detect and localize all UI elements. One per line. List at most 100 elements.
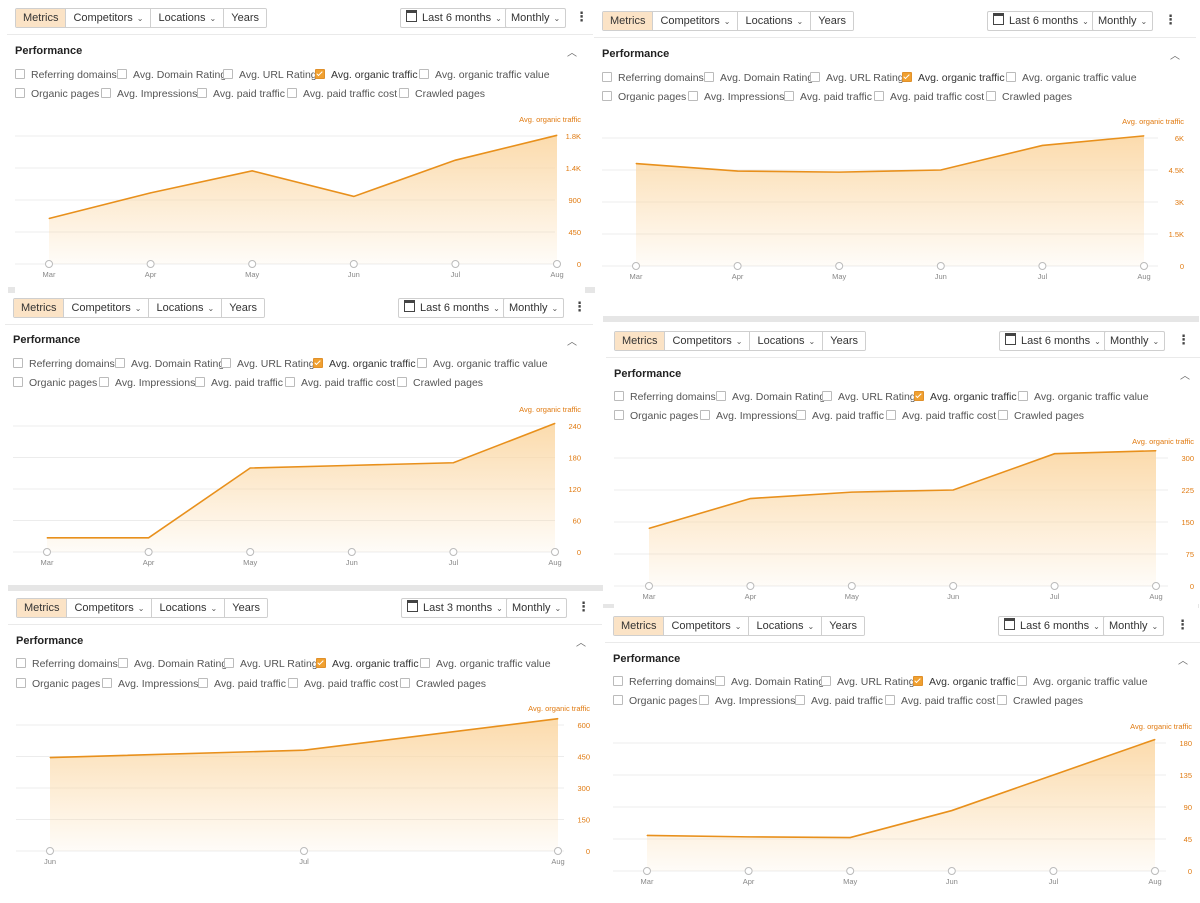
metric-checkbox[interactable]: Avg. paid traffic <box>195 377 283 389</box>
metric-checkbox[interactable]: Organic pages <box>602 91 686 103</box>
update-marker-icon[interactable] <box>551 548 559 556</box>
segment-years-button[interactable]: Years <box>823 332 865 350</box>
segment-competitors-button[interactable]: Competitors ⌄ <box>665 332 751 350</box>
metric-checkbox[interactable]: Avg. paid traffic <box>198 678 286 690</box>
metric-checkbox[interactable]: Referring domains <box>613 676 715 688</box>
metric-checkbox[interactable]: Crawled pages <box>998 410 1084 422</box>
metric-checkbox[interactable]: Avg. organic traffic <box>315 69 418 81</box>
metric-checkbox[interactable]: Avg. URL Rating <box>224 658 318 670</box>
update-marker-icon[interactable] <box>846 867 855 875</box>
metric-checkbox[interactable]: Avg. Domain Rating <box>115 358 224 370</box>
collapse-chevron-icon[interactable]: ︿ <box>576 638 586 649</box>
collapse-chevron-icon[interactable]: ︿ <box>1178 656 1188 667</box>
metric-checkbox[interactable]: Avg. organic traffic <box>902 72 1005 84</box>
date-range-dropdown[interactable]: Last 6 months ⌄ <box>998 616 1106 636</box>
metric-checkbox[interactable]: Referring domains <box>15 69 117 81</box>
metric-checkbox[interactable]: Avg. Impressions <box>101 88 197 100</box>
update-marker-icon[interactable] <box>645 582 653 590</box>
more-options-icon[interactable]: ⋮ <box>573 299 586 314</box>
update-marker-icon[interactable] <box>1152 582 1160 590</box>
metric-checkbox[interactable]: Avg. paid traffic <box>197 88 285 100</box>
collapse-chevron-icon[interactable]: ︿ <box>567 48 577 59</box>
metric-checkbox[interactable]: Crawled pages <box>399 88 485 100</box>
update-marker-icon[interactable] <box>949 582 958 590</box>
segment-locations-button[interactable]: Locations ⌄ <box>151 9 225 27</box>
update-marker-icon[interactable] <box>349 260 358 268</box>
more-options-icon[interactable]: ⋮ <box>1164 12 1177 27</box>
update-marker-icon[interactable] <box>1038 262 1047 270</box>
more-options-icon[interactable]: ⋮ <box>1177 332 1190 347</box>
collapse-chevron-icon[interactable]: ︿ <box>1170 51 1180 62</box>
granularity-dropdown[interactable]: Monthly ⌄ <box>1104 331 1166 351</box>
update-marker-icon[interactable] <box>936 262 945 270</box>
update-marker-icon[interactable] <box>835 262 844 270</box>
update-marker-icon[interactable] <box>146 260 155 268</box>
update-marker-icon[interactable] <box>248 260 257 268</box>
update-marker-icon[interactable] <box>451 260 460 268</box>
metric-checkbox[interactable]: Avg. organic traffic value <box>417 358 548 370</box>
update-marker-icon[interactable] <box>733 262 742 270</box>
metric-checkbox[interactable]: Avg. paid traffic cost <box>285 377 395 389</box>
metric-checkbox[interactable]: Avg. URL Rating <box>822 391 916 403</box>
date-range-dropdown[interactable]: Last 3 months ⌄ <box>401 598 509 618</box>
collapse-chevron-icon[interactable]: ︿ <box>1180 371 1190 382</box>
metric-checkbox[interactable]: Organic pages <box>16 678 100 690</box>
date-range-dropdown[interactable]: Last 6 months ⌄ <box>398 298 506 318</box>
segment-years-button[interactable]: Years <box>222 299 264 317</box>
metric-checkbox[interactable]: Avg. Impressions <box>99 377 195 389</box>
metric-checkbox[interactable]: Avg. paid traffic <box>796 410 884 422</box>
update-marker-icon[interactable] <box>1049 867 1058 875</box>
segment-locations-button[interactable]: Locations ⌄ <box>750 332 824 350</box>
metric-checkbox[interactable]: Referring domains <box>602 72 704 84</box>
update-marker-icon[interactable] <box>144 548 153 556</box>
metric-checkbox[interactable]: Avg. paid traffic cost <box>886 410 996 422</box>
segment-years-button[interactable]: Years <box>224 9 266 27</box>
segment-metrics-button[interactable]: Metrics <box>615 332 666 350</box>
segment-years-button[interactable]: Years <box>811 12 853 30</box>
segment-competitors-button[interactable]: Competitors ⌄ <box>664 617 750 635</box>
metric-checkbox[interactable]: Crawled pages <box>400 678 486 690</box>
metric-checkbox[interactable]: Avg. URL Rating <box>221 358 315 370</box>
metric-checkbox[interactable]: Organic pages <box>613 695 697 707</box>
segment-years-button[interactable]: Years <box>822 617 864 635</box>
segment-competitors-button[interactable]: Competitors ⌄ <box>67 599 153 617</box>
metric-checkbox[interactable]: Avg. URL Rating <box>821 676 915 688</box>
metric-checkbox[interactable]: Avg. organic traffic value <box>1006 72 1137 84</box>
metric-checkbox[interactable]: Referring domains <box>16 658 118 670</box>
metric-checkbox[interactable]: Avg. organic traffic <box>313 358 416 370</box>
granularity-dropdown[interactable]: Monthly ⌄ <box>503 298 565 318</box>
update-marker-icon[interactable] <box>1140 262 1148 270</box>
metric-checkbox[interactable]: Avg. organic traffic <box>914 391 1017 403</box>
metric-checkbox[interactable]: Avg. Domain Rating <box>704 72 813 84</box>
update-marker-icon[interactable] <box>744 867 753 875</box>
segment-metrics-button[interactable]: Metrics <box>17 599 68 617</box>
collapse-chevron-icon[interactable]: ︿ <box>567 337 577 348</box>
update-marker-icon[interactable] <box>847 582 856 590</box>
metric-checkbox[interactable]: Crawled pages <box>397 377 483 389</box>
date-range-dropdown[interactable]: Last 6 months ⌄ <box>987 11 1095 31</box>
metric-checkbox[interactable]: Avg. organic traffic <box>913 676 1016 688</box>
segment-locations-button[interactable]: Locations ⌄ <box>749 617 823 635</box>
update-marker-icon[interactable] <box>1050 582 1059 590</box>
metric-checkbox[interactable]: Referring domains <box>13 358 115 370</box>
metric-checkbox[interactable]: Avg. Impressions <box>699 695 795 707</box>
segment-metrics-button[interactable]: Metrics <box>14 299 65 317</box>
segment-competitors-button[interactable]: Competitors ⌄ <box>64 299 150 317</box>
metric-checkbox[interactable]: Avg. URL Rating <box>223 69 317 81</box>
metric-checkbox[interactable]: Avg. Domain Rating <box>715 676 824 688</box>
update-marker-icon[interactable] <box>632 262 640 270</box>
update-marker-icon[interactable] <box>300 847 308 855</box>
segment-metrics-button[interactable]: Metrics <box>614 617 665 635</box>
metric-checkbox[interactable]: Avg. Domain Rating <box>118 658 227 670</box>
metric-checkbox[interactable]: Avg. paid traffic cost <box>288 678 398 690</box>
metric-checkbox[interactable]: Organic pages <box>15 88 99 100</box>
segment-locations-button[interactable]: Locations ⌄ <box>152 599 226 617</box>
metric-checkbox[interactable]: Avg. paid traffic cost <box>874 91 984 103</box>
date-range-dropdown[interactable]: Last 6 months ⌄ <box>400 8 508 28</box>
update-marker-icon[interactable] <box>554 847 562 855</box>
segment-competitors-button[interactable]: Competitors ⌄ <box>653 12 739 30</box>
update-marker-icon[interactable] <box>45 260 53 268</box>
segment-metrics-button[interactable]: Metrics <box>603 12 654 30</box>
update-marker-icon[interactable] <box>553 260 561 268</box>
metric-checkbox[interactable]: Avg. Impressions <box>102 678 198 690</box>
